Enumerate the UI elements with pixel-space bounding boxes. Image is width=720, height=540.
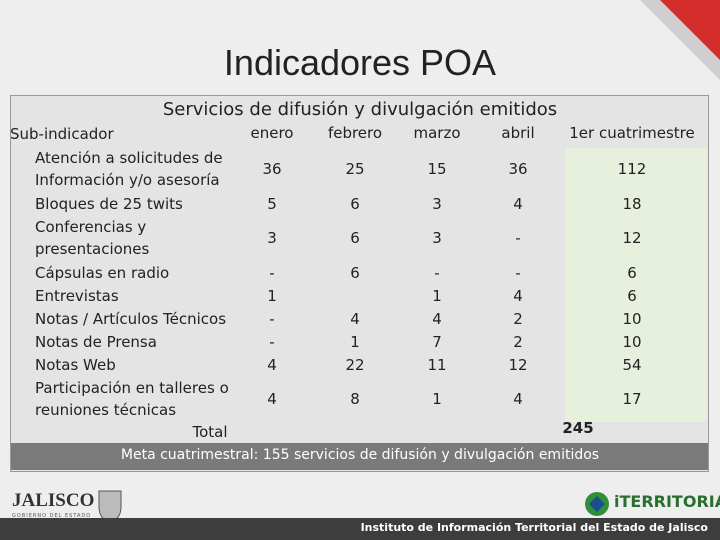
- value-cell: 4: [267, 390, 277, 408]
- value-cell: 112: [617, 160, 647, 178]
- value-cell: 4: [513, 286, 523, 305]
- value-cell: 3: [432, 194, 442, 213]
- value-cell: 36: [508, 160, 528, 178]
- note: Meta cuatrimestral: 155 servicios de dif…: [120, 447, 600, 463]
- value-cell: -: [515, 263, 521, 282]
- value-cell: 2: [513, 332, 523, 351]
- label-line: Bloques de 25 twits: [35, 194, 183, 213]
- value-cell: 12: [508, 355, 528, 374]
- row-label: Participación en talleres o reuniones téc…: [35, 377, 229, 421]
- logo-subtext: GOBIERNO DEL ESTADO: [12, 513, 92, 519]
- row-label: Entrevistas: [35, 285, 119, 307]
- value-cell: 54: [622, 355, 642, 374]
- header-cell: febrero: [327, 124, 383, 142]
- label-line: Notas Web: [35, 355, 116, 374]
- row-label: Bloques de 25 twits: [35, 193, 183, 215]
- value-cell: 36: [262, 160, 282, 178]
- value-cell: 6: [627, 286, 637, 305]
- label-line: Notas / Artículos Técnicos: [35, 309, 227, 328]
- label-line: Notas de Prensa: [35, 332, 157, 351]
- label-line: presentaciones: [35, 240, 150, 258]
- footer-text: Instituto de Información Territorial del…: [360, 521, 708, 534]
- label-line: Conferencias y: [35, 218, 147, 236]
- value-cell: 12: [622, 229, 642, 247]
- header-cell: enero: [250, 124, 294, 142]
- total-label: Total: [192, 423, 228, 441]
- total-value: 245: [562, 419, 594, 437]
- row-label: Cápsulas en radio: [35, 262, 169, 284]
- slide-title: Indicadores POA: [223, 42, 497, 83]
- row-label: Atención a solicitudes de Información y/o…: [35, 147, 223, 191]
- value-cell: 4: [350, 309, 360, 328]
- value-cell: 6: [350, 263, 360, 282]
- value-cell: 11: [427, 355, 447, 374]
- table-title: Servicios de difusión y divulgación emit…: [162, 99, 558, 120]
- row-label: Notas / Artículos Técnicos: [35, 308, 226, 330]
- row-label: Notas de Prensa: [35, 331, 157, 353]
- header-cell: abril: [501, 124, 535, 142]
- value-cell: 1: [432, 390, 442, 408]
- value-cell: 22: [345, 355, 365, 374]
- value-cell: 18: [622, 194, 642, 213]
- label-line: Cápsulas en radio: [35, 263, 170, 282]
- value-cell: 1: [432, 286, 442, 305]
- value-cell: 8: [350, 390, 360, 408]
- value-cell: 4: [432, 309, 442, 328]
- value-cell: 10: [622, 332, 642, 351]
- header-cell: Sub-indicador: [10, 125, 114, 143]
- value-cell: 1: [267, 286, 277, 305]
- note-bar: [11, 443, 708, 470]
- value-cell: -: [269, 309, 275, 328]
- value-cell: 3: [267, 229, 277, 247]
- value-cell: -: [269, 332, 275, 351]
- value-cell: 3: [432, 229, 442, 247]
- value-cell: -: [515, 229, 521, 247]
- value-cell: 1: [350, 332, 360, 351]
- value-cell: 4: [267, 355, 277, 374]
- header-cell: marzo: [413, 124, 461, 142]
- logo-text: iTERRITORIAL: [614, 492, 720, 511]
- label-line: Información y/o asesoría: [35, 171, 220, 189]
- label-line: reuniones técnicas: [35, 401, 177, 419]
- row-label: Notas Web: [35, 354, 116, 376]
- value-cell: 17: [622, 390, 642, 408]
- value-cell: 5: [267, 194, 277, 213]
- value-cell: 4: [513, 390, 523, 408]
- value-cell: 15: [427, 160, 447, 178]
- logo-text: JALISCO: [12, 490, 95, 511]
- row-label: Conferencias y presentaciones: [35, 216, 149, 260]
- corner-decoration: [640, 0, 720, 80]
- label-line: Entrevistas: [35, 286, 119, 305]
- footer-bar: [0, 518, 720, 540]
- value-cell: -: [434, 263, 440, 282]
- label-line: Participación en talleres o: [35, 379, 229, 397]
- territorial-icon: [585, 492, 609, 516]
- highlight-column: [565, 148, 707, 422]
- value-cell: 25: [345, 160, 365, 178]
- value-cell: -: [269, 263, 275, 282]
- value-cell: 4: [513, 194, 523, 213]
- value-cell: 6: [350, 194, 360, 213]
- value-cell: 7: [432, 332, 442, 351]
- label-line: Atención a solicitudes de: [35, 149, 223, 167]
- value-cell: 2: [513, 309, 523, 328]
- value-cell: 6: [627, 263, 637, 282]
- header-cell: 1er cuatrimestre: [569, 124, 695, 142]
- value-cell: 10: [622, 309, 642, 328]
- value-cell: 6: [350, 229, 360, 247]
